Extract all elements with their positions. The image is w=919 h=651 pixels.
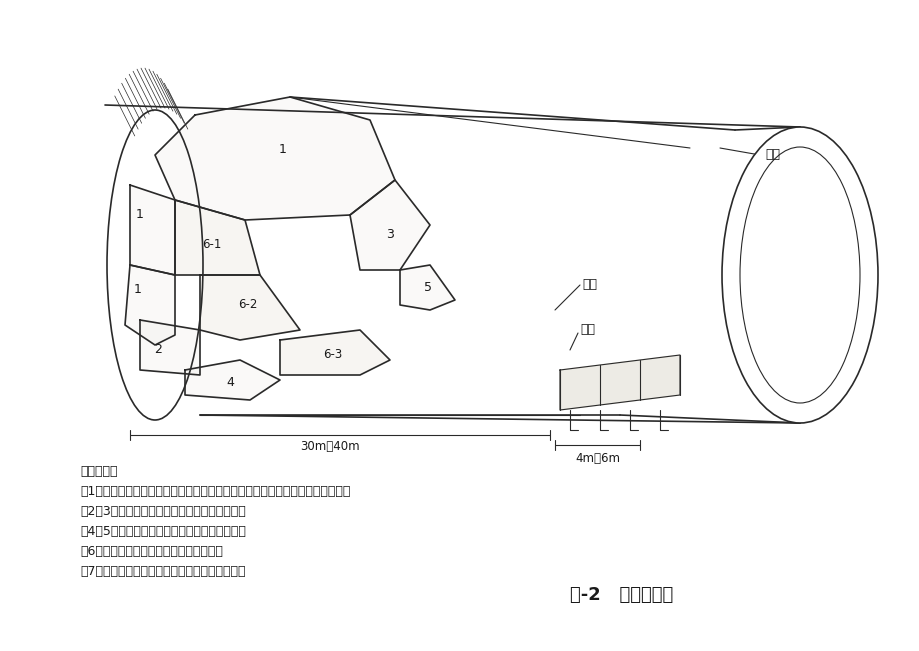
Ellipse shape: [721, 127, 877, 423]
Text: 图-2   开挖透视图: 图-2 开挖透视图: [570, 586, 673, 604]
Polygon shape: [199, 275, 300, 340]
Polygon shape: [400, 265, 455, 310]
Text: 施工步骤：: 施工步骤：: [80, 465, 118, 478]
Text: 1: 1: [278, 143, 287, 156]
Text: 栈桥: 栈桥: [579, 324, 595, 337]
Text: 1: 1: [136, 208, 143, 221]
Text: 4: 4: [226, 376, 233, 389]
Text: 第6步：分别开挖上、中、下台阶核心土；: 第6步：分别开挖上、中、下台阶核心土；: [80, 545, 222, 558]
Polygon shape: [130, 185, 175, 275]
Text: 第7步：开挖隧底并施作仰拱初期支护封闭成环。: 第7步：开挖隧底并施作仰拱初期支护封闭成环。: [80, 565, 245, 578]
Polygon shape: [140, 320, 199, 375]
Text: 仰拱: 仰拱: [582, 279, 596, 292]
Text: 第4、5步：开挖左右侧下台阶并施作初期支护；: 第4、5步：开挖左右侧下台阶并施作初期支护；: [80, 525, 245, 538]
Text: 6-1: 6-1: [202, 238, 221, 251]
Text: 30m～40m: 30m～40m: [300, 441, 359, 454]
Text: 6-3: 6-3: [323, 348, 342, 361]
Polygon shape: [125, 265, 175, 345]
Polygon shape: [185, 360, 279, 400]
Text: 3: 3: [386, 229, 393, 242]
Polygon shape: [175, 200, 260, 275]
Polygon shape: [154, 97, 394, 220]
Polygon shape: [560, 355, 679, 410]
Text: 5: 5: [424, 281, 432, 294]
Text: 6-2: 6-2: [238, 299, 257, 311]
Text: 4m～6m: 4m～6m: [575, 452, 619, 465]
Text: 第1步：施作超前支护后，开挖拱部弧形导坑，预留核心土，施作拱部初期支护；: 第1步：施作超前支护后，开挖拱部弧形导坑，预留核心土，施作拱部初期支护；: [80, 485, 350, 498]
Polygon shape: [279, 330, 390, 375]
Polygon shape: [349, 180, 429, 270]
Text: 第2、3步：开挖左右侧中台阶并施作初期支护；: 第2、3步：开挖左右侧中台阶并施作初期支护；: [80, 505, 245, 518]
Text: 1: 1: [134, 283, 142, 296]
Text: 2: 2: [153, 344, 162, 357]
Text: 衬砌: 衬砌: [765, 148, 779, 161]
